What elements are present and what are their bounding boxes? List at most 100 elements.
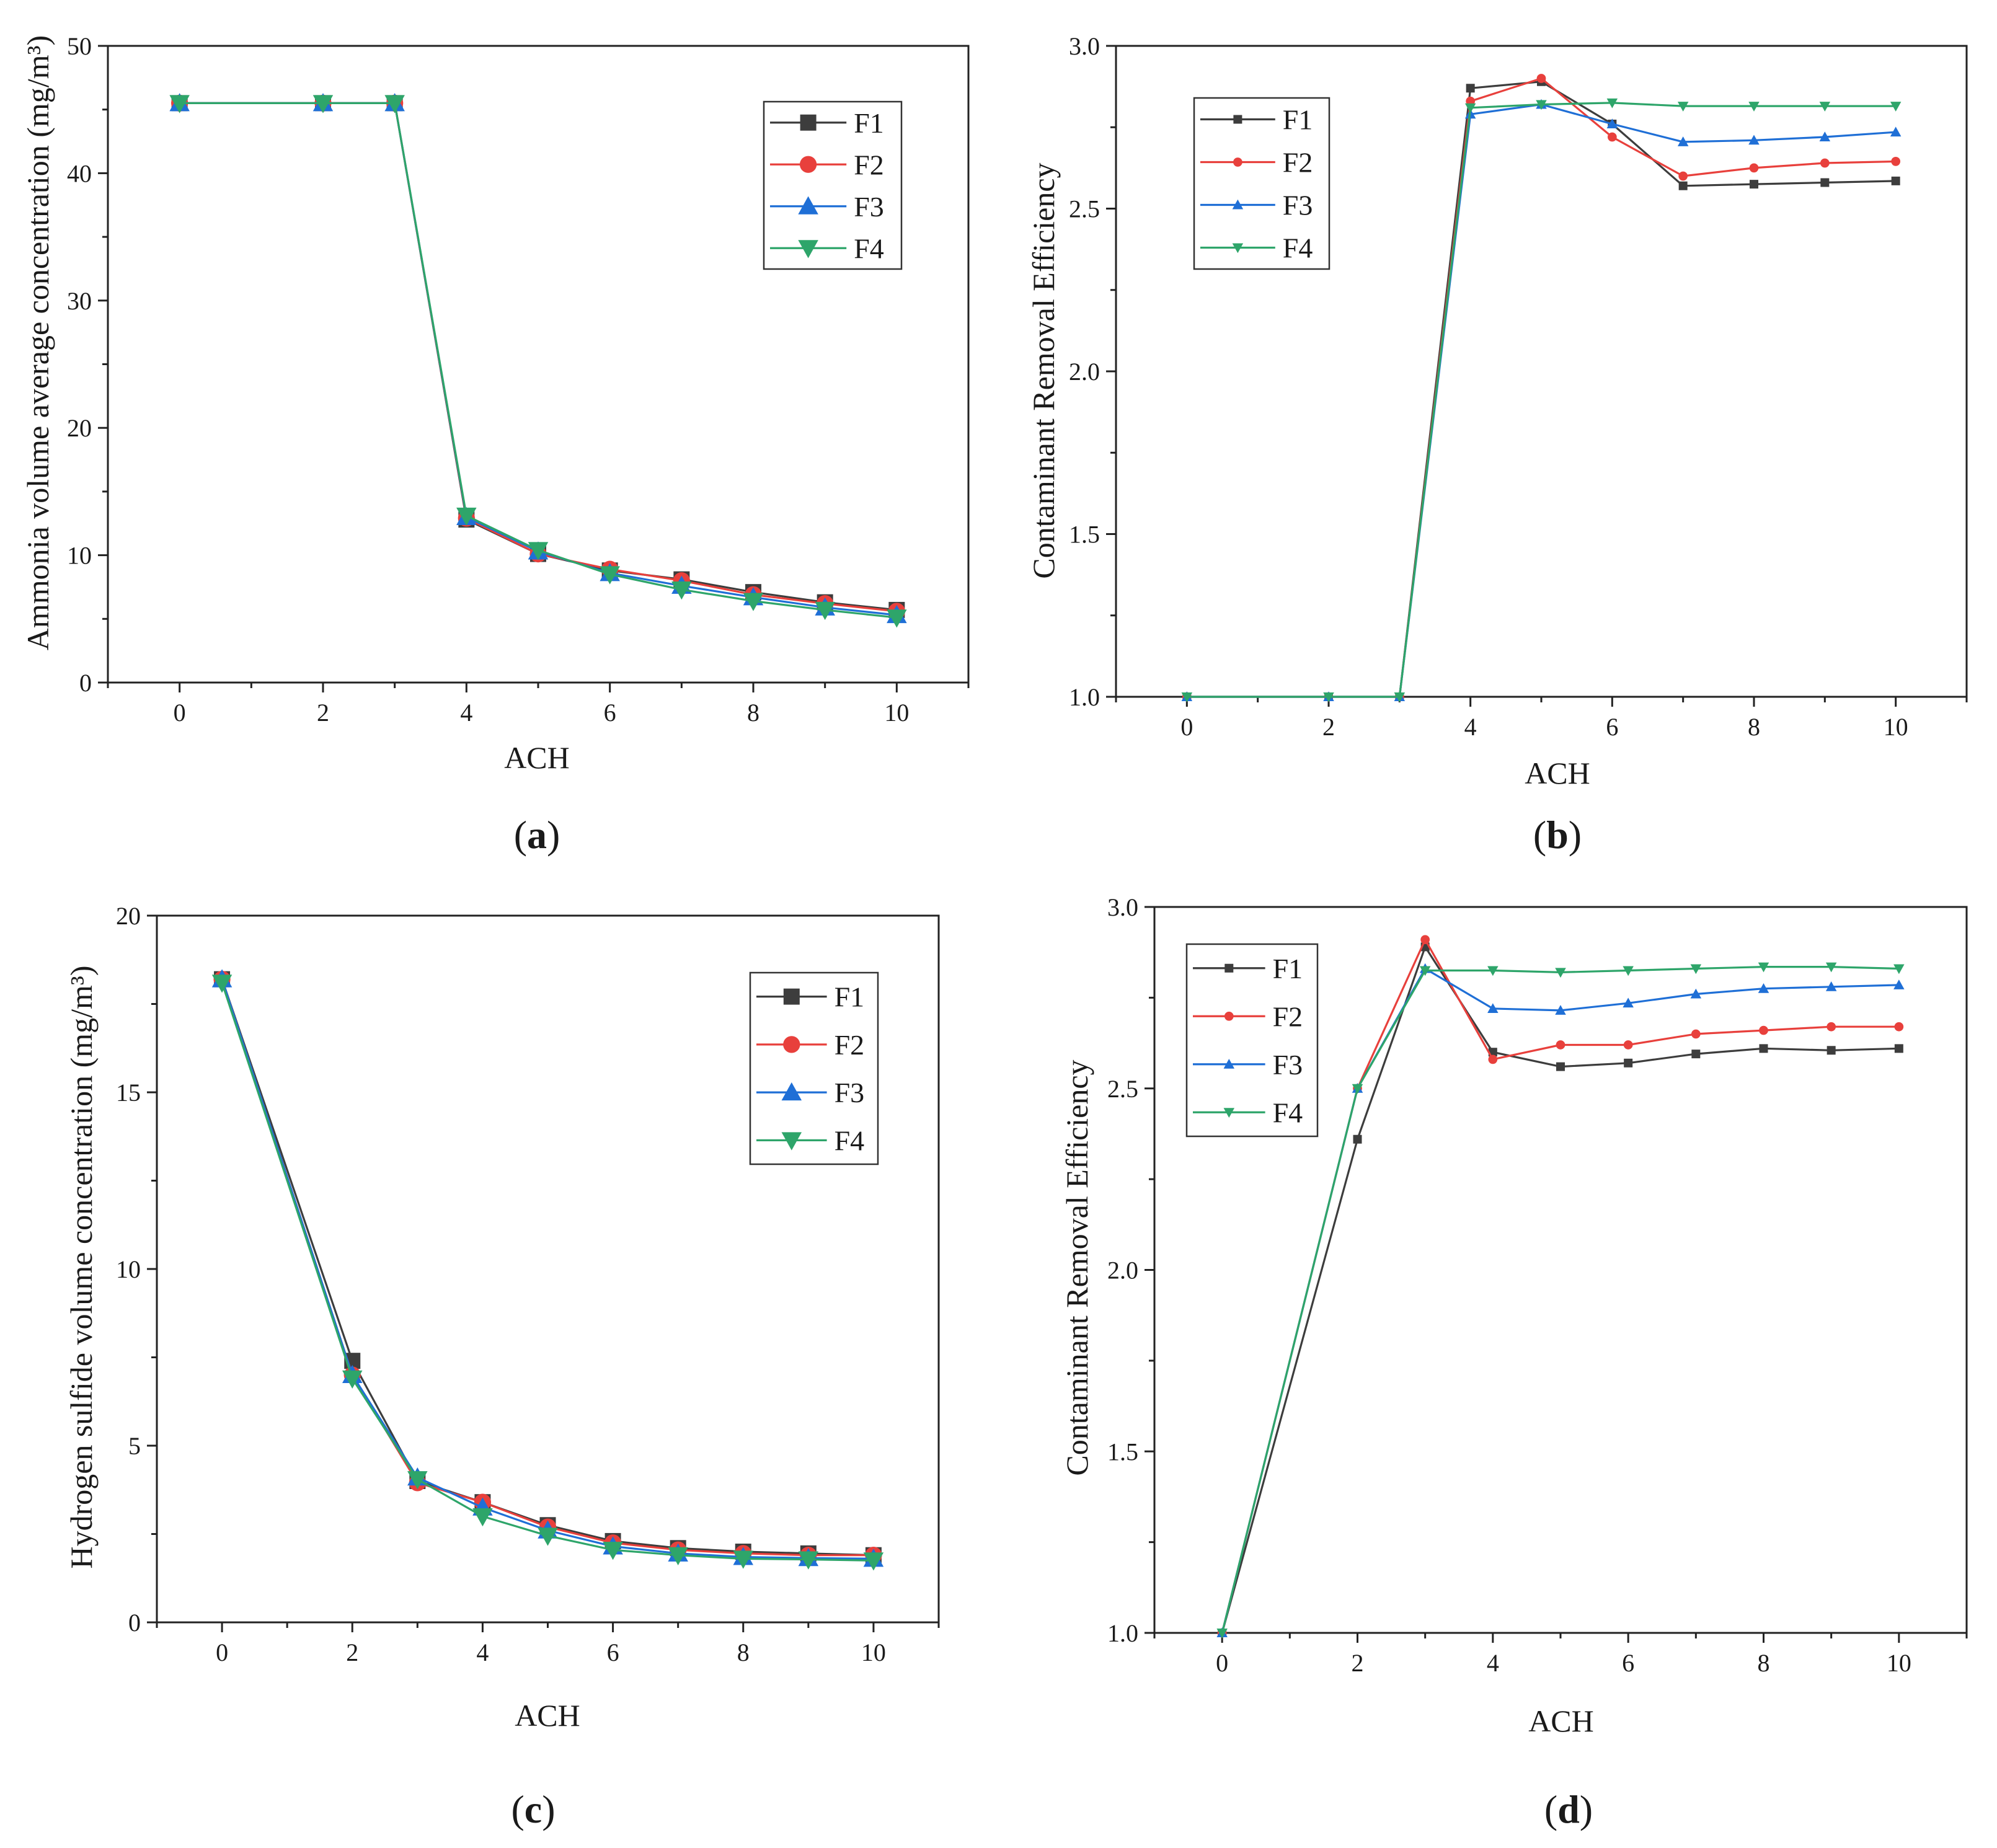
- panel-b-x-tick-label: 4: [1464, 713, 1477, 741]
- panel-d-series-f4-point: [1555, 968, 1566, 978]
- panel-a-series-f4-point: [887, 609, 907, 628]
- panel-b-y-tick-label: 2.5: [1069, 195, 1100, 223]
- panel-b-legend-marker-f1: [1233, 115, 1242, 124]
- panel-d-series-f4-point: [1419, 966, 1431, 976]
- panel-a-legend-label-f1: F1: [854, 107, 884, 139]
- panel-d-legend-marker-f1: [1224, 963, 1234, 973]
- panel-d-series-f1-line: [1221, 945, 1899, 1634]
- panel-c-x-tick-label: 2: [346, 1638, 358, 1666]
- panel-a-series-f4-point: [528, 542, 549, 560]
- panel-d-series-f4-point: [1758, 962, 1769, 973]
- panel-b-series-f4-point: [1464, 103, 1476, 113]
- panel-c-series-f4-point: [211, 975, 232, 993]
- panel-a-series-f4-point: [312, 95, 334, 113]
- panel-b-series-f4-point: [1748, 102, 1760, 112]
- panel-c-series-f4-point: [538, 1527, 558, 1546]
- panel-d-series-f2-point: [1623, 1040, 1633, 1050]
- panel-b-series-f3-point: [1890, 126, 1902, 137]
- panel-c-legend-marker-f3: [781, 1082, 802, 1101]
- panel-c-legend-marker-f1: [783, 988, 800, 1005]
- panel-a-legend-marker-f3: [798, 196, 818, 214]
- panel-b-x-tick-label: 6: [1606, 713, 1618, 741]
- panel-b-series-f1-point: [1750, 180, 1758, 189]
- panel-b-series-f4-point: [1819, 102, 1831, 112]
- panel-b-series-f2-point: [1607, 132, 1617, 142]
- panel-d-series-f1-point: [1353, 1134, 1362, 1144]
- panel-c-series-f4-point: [668, 1547, 688, 1565]
- panel-d-series-f4-point: [1487, 966, 1499, 976]
- panel-a-x-tick-label: 0: [174, 699, 186, 727]
- panel-c-legend: [749, 971, 879, 1165]
- panel-a-y-axis-title: Ammonia volume average concentration (mg…: [20, 35, 55, 650]
- panel-d-x-axis-title: ACH: [1528, 1704, 1594, 1738]
- panel-b-legend-label-f1: F1: [1283, 104, 1313, 136]
- panel-b-series-f3-point: [1677, 136, 1689, 146]
- panel-a-series-f4-point: [671, 581, 692, 600]
- panel-c-series-f4-point: [407, 1471, 428, 1490]
- panel-b-x-tick-label: 0: [1180, 713, 1193, 741]
- panel-c-series-f4-point: [798, 1551, 819, 1570]
- chart-panel-b: ACH Contaminant Removal Efficiency (b) 0…: [1026, 32, 1968, 857]
- chart-panel-c: ACH Hydrogen sulfide volume concentratio…: [64, 902, 940, 1831]
- panel-c-legend-label-f4: F4: [835, 1125, 865, 1156]
- panel-c-y-tick-label: 20: [116, 902, 141, 930]
- panel-d-legend-label-f3: F3: [1273, 1049, 1303, 1081]
- panel-d-series-f2-point: [1827, 1022, 1836, 1032]
- panel-c-legend-label-f3: F3: [835, 1077, 865, 1108]
- panel-b-series-f4-point: [1394, 692, 1406, 702]
- panel-b-series-f1-point: [1820, 178, 1830, 187]
- panel-d-label: (d): [1544, 1787, 1593, 1831]
- panel-c-y-axis-title: Hydrogen sulfide volume concentration (m…: [64, 965, 99, 1568]
- panel-b-legend: [1193, 97, 1331, 270]
- panel-d-series-f2-point: [1894, 1022, 1904, 1032]
- panel-c-legend-marker-f2: [783, 1036, 800, 1053]
- panel-c-y-tick-label: 5: [128, 1432, 141, 1460]
- panel-b-y-tick-label: 1.0: [1069, 683, 1100, 711]
- panel-a-x-axis-title: ACH: [504, 740, 570, 775]
- panel-d-series-f2-point: [1759, 1025, 1768, 1035]
- panel-c-series-f4-point: [342, 1370, 363, 1389]
- panel-d-series-f4-point: [1825, 962, 1837, 973]
- panel-b-series-f2-point: [1678, 171, 1688, 181]
- panel-d-legend-label-f2: F2: [1273, 1001, 1303, 1032]
- panel-d-x-tick-label: 2: [1352, 1649, 1364, 1677]
- panel-a-legend-label-f3: F3: [854, 191, 884, 223]
- panel-d-series-f1-point: [1624, 1058, 1633, 1068]
- panel-b-series-f4-point: [1606, 98, 1618, 108]
- panel-b-x-tick-label: 2: [1322, 713, 1335, 741]
- panel-a-series-f4-line: [179, 102, 897, 619]
- panel-d-x-tick-label: 6: [1622, 1649, 1634, 1677]
- panel-c-y-tick-label: 0: [128, 1609, 141, 1637]
- panel-b-x-tick-label: 10: [1884, 713, 1908, 741]
- panel-d-series-f4-point: [1893, 964, 1905, 975]
- panel-d-y-axis-title: Contaminant Removal Efficiency: [1060, 1059, 1094, 1475]
- panel-d-y-tick-label: 1.5: [1107, 1438, 1138, 1466]
- panel-b-legend-marker-f3: [1232, 199, 1244, 210]
- panel-d-series-f3-point: [1690, 988, 1702, 999]
- panel-b-y-tick-label: 3.0: [1069, 32, 1100, 60]
- panel-d-series-f2-line: [1221, 939, 1899, 1634]
- panel-b-series-f3-point: [1748, 135, 1760, 145]
- panel-a-legend-marker-f4: [798, 240, 818, 259]
- panel-b-x-axis-title: ACH: [1525, 756, 1590, 790]
- panel-c-x-axis-title: ACH: [515, 1698, 580, 1733]
- panel-b-series-f4-point: [1323, 692, 1334, 702]
- panel-d-series-f4-point: [1690, 964, 1702, 975]
- panel-a-series-f4-point: [743, 593, 764, 611]
- chart-panel-a: ACH Ammonia volume average concentration…: [20, 32, 970, 857]
- panel-c-series-f4-point: [603, 1542, 623, 1560]
- panel-a-legend: [763, 100, 903, 270]
- panel-d-y-tick-label: 3.0: [1107, 893, 1138, 921]
- panel-a-series-f4-point: [815, 601, 835, 621]
- panel-d-x-tick-label: 8: [1758, 1649, 1770, 1677]
- panel-d-y-tick-label: 1.0: [1107, 1619, 1138, 1647]
- panel-a-legend-label-f4: F4: [854, 232, 884, 264]
- panel-a-series-f4-point: [169, 95, 190, 113]
- panel-d-legend-marker-f2: [1224, 1011, 1234, 1021]
- panel-b-series-f3-point: [1606, 118, 1618, 128]
- panel-d-series-f1-point: [1894, 1044, 1903, 1053]
- panel-a-legend-marker-f2: [799, 156, 817, 173]
- panel-c-label: (c): [511, 1787, 555, 1831]
- panel-b-series-f4-point: [1677, 102, 1689, 112]
- panel-b-series-f4-line: [1187, 102, 1896, 698]
